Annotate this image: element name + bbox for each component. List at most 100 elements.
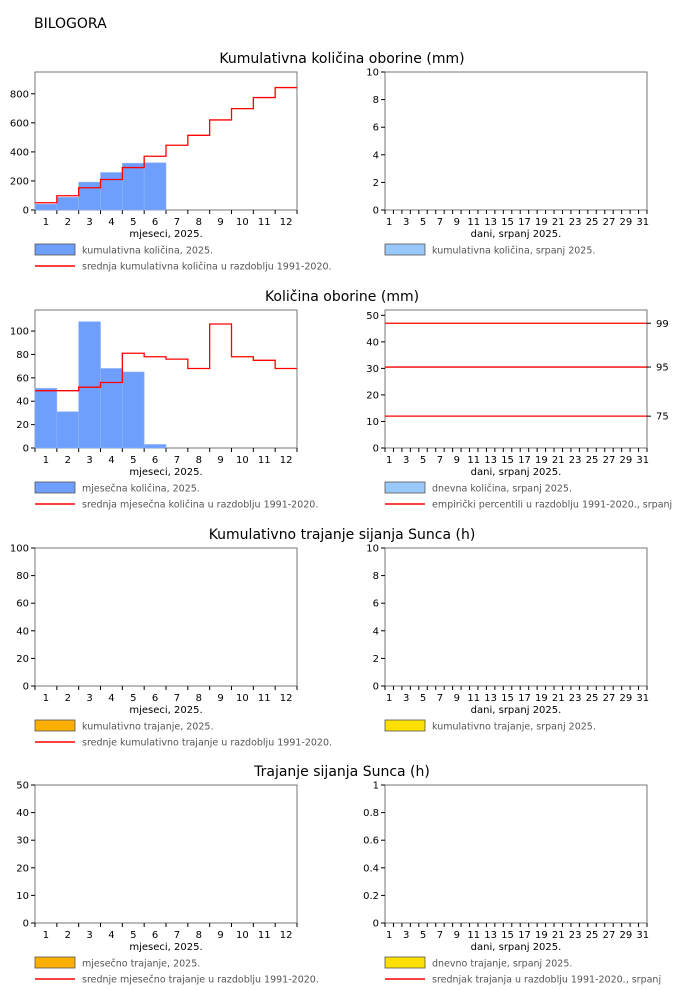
y-tick-label: 1 — [373, 781, 379, 792]
x-tick-label: 10 — [236, 930, 249, 941]
x-tick-label: 17 — [518, 217, 531, 228]
x-tick-label: 15 — [501, 455, 514, 466]
y-tick-label: 20 — [366, 390, 379, 401]
bar-6 — [143, 162, 167, 211]
x-tick-label: 15 — [501, 930, 514, 941]
legend-label: kumulativna količina, srpanj 2025. — [432, 246, 595, 257]
y-tick-label: 10 — [366, 544, 379, 555]
y-tick-label: 200 — [10, 176, 29, 187]
section-title: Količina oborine (mm) — [265, 289, 419, 305]
legend-swatch — [384, 719, 426, 732]
legend-label: kumulativno trajanje, 2025. — [82, 722, 213, 733]
bar-3 — [78, 181, 101, 211]
y-tick-label: 60 — [16, 599, 29, 610]
legend-label: srednja kumulativna količina u razdoblju… — [82, 262, 332, 273]
x-tick-label: 9 — [454, 930, 460, 941]
y-tick-label: 4 — [373, 150, 379, 161]
legend-label: kumulativno trajanje, srpanj 2025. — [432, 722, 596, 733]
x-tick-label: 5 — [420, 930, 426, 941]
x-tick-label: 12 — [280, 455, 293, 466]
x-tick-label: 5 — [130, 217, 136, 228]
plot-area — [34, 547, 298, 687]
x-tick-label: 3 — [86, 455, 92, 466]
x-tick-label: 29 — [620, 930, 633, 941]
legend-label: srednja mjesečna količina u razdoblju 19… — [82, 500, 318, 511]
x-tick-label: 15 — [501, 217, 514, 228]
y-tick-label: 2 — [373, 178, 379, 189]
x-tick-label: 9 — [454, 693, 460, 704]
x-tick-label: 9 — [217, 217, 223, 228]
y-tick-label: 10 — [366, 417, 379, 428]
y-tick-label: 0 — [23, 682, 29, 693]
bar-1 — [34, 203, 58, 211]
x-tick-label: 3 — [86, 930, 92, 941]
legend-swatch — [34, 719, 76, 732]
x-tick-label: 2 — [65, 455, 71, 466]
x-tick-label: 1 — [43, 693, 49, 704]
x-axis-caption: mjeseci, 2025. — [129, 705, 202, 716]
legend-swatch — [384, 956, 426, 969]
x-tick-label: 6 — [152, 217, 158, 228]
plot-area — [384, 309, 648, 449]
legend-swatch — [384, 243, 426, 256]
x-tick-label: 1 — [386, 455, 392, 466]
x-tick-label: 5 — [130, 693, 136, 704]
bar-5 — [122, 371, 145, 449]
percentile-label: 75 — [656, 412, 669, 423]
x-tick-label: 4 — [108, 930, 114, 941]
x-tick-label: 11 — [258, 455, 271, 466]
x-tick-label: 6 — [152, 455, 158, 466]
reference-step-line — [35, 323, 297, 392]
x-tick-label: 1 — [43, 455, 49, 466]
y-tick-label: 40 — [16, 626, 29, 637]
bar-1 — [34, 388, 58, 449]
y-tick-label: 50 — [366, 311, 379, 322]
x-tick-label: 11 — [467, 693, 480, 704]
x-tick-label: 8 — [196, 455, 202, 466]
legend-label: dnevno trajanje, srpanj 2025. — [432, 959, 572, 970]
section-title: Kumulativno trajanje sijanja Sunca (h) — [209, 527, 476, 543]
x-tick-label: 6 — [152, 693, 158, 704]
legend-swatch — [34, 481, 76, 494]
x-tick-label: 1 — [43, 217, 49, 228]
legend-swatch — [384, 481, 426, 494]
x-tick-label: 2 — [65, 693, 71, 704]
x-tick-label: 1 — [386, 693, 392, 704]
legend-label: mjesečno trajanje, 2025. — [82, 959, 200, 970]
x-tick-label: 11 — [258, 930, 271, 941]
x-tick-label: 25 — [586, 930, 599, 941]
x-axis-caption: dani, srpanj 2025. — [471, 705, 562, 716]
x-tick-label: 7 — [437, 930, 443, 941]
x-tick-label: 8 — [196, 930, 202, 941]
x-tick-label: 10 — [236, 455, 249, 466]
legend-swatch — [34, 243, 76, 256]
y-tick-label: 20 — [16, 863, 29, 874]
x-tick-label: 9 — [454, 455, 460, 466]
x-tick-label: 12 — [280, 693, 293, 704]
x-axis-caption: mjeseci, 2025. — [129, 942, 202, 953]
x-tick-label: 11 — [467, 930, 480, 941]
x-tick-label: 9 — [454, 217, 460, 228]
plot-area — [384, 71, 648, 211]
x-tick-label: 3 — [403, 930, 409, 941]
y-tick-label: 8 — [373, 95, 379, 106]
x-tick-label: 2 — [65, 930, 71, 941]
x-tick-label: 5 — [420, 455, 426, 466]
x-tick-label: 31 — [636, 217, 649, 228]
x-tick-label: 9 — [217, 455, 223, 466]
x-tick-label: 19 — [535, 455, 548, 466]
x-tick-label: 5 — [420, 693, 426, 704]
y-tick-label: 0.2 — [363, 891, 379, 902]
y-tick-label: 8 — [373, 571, 379, 582]
x-tick-label: 5 — [420, 217, 426, 228]
x-tick-label: 9 — [217, 930, 223, 941]
x-tick-label: 11 — [467, 217, 480, 228]
section-title: Trajanje sijanja Sunca (h) — [253, 764, 430, 780]
x-tick-label: 13 — [484, 930, 497, 941]
y-tick-label: 400 — [10, 147, 29, 158]
